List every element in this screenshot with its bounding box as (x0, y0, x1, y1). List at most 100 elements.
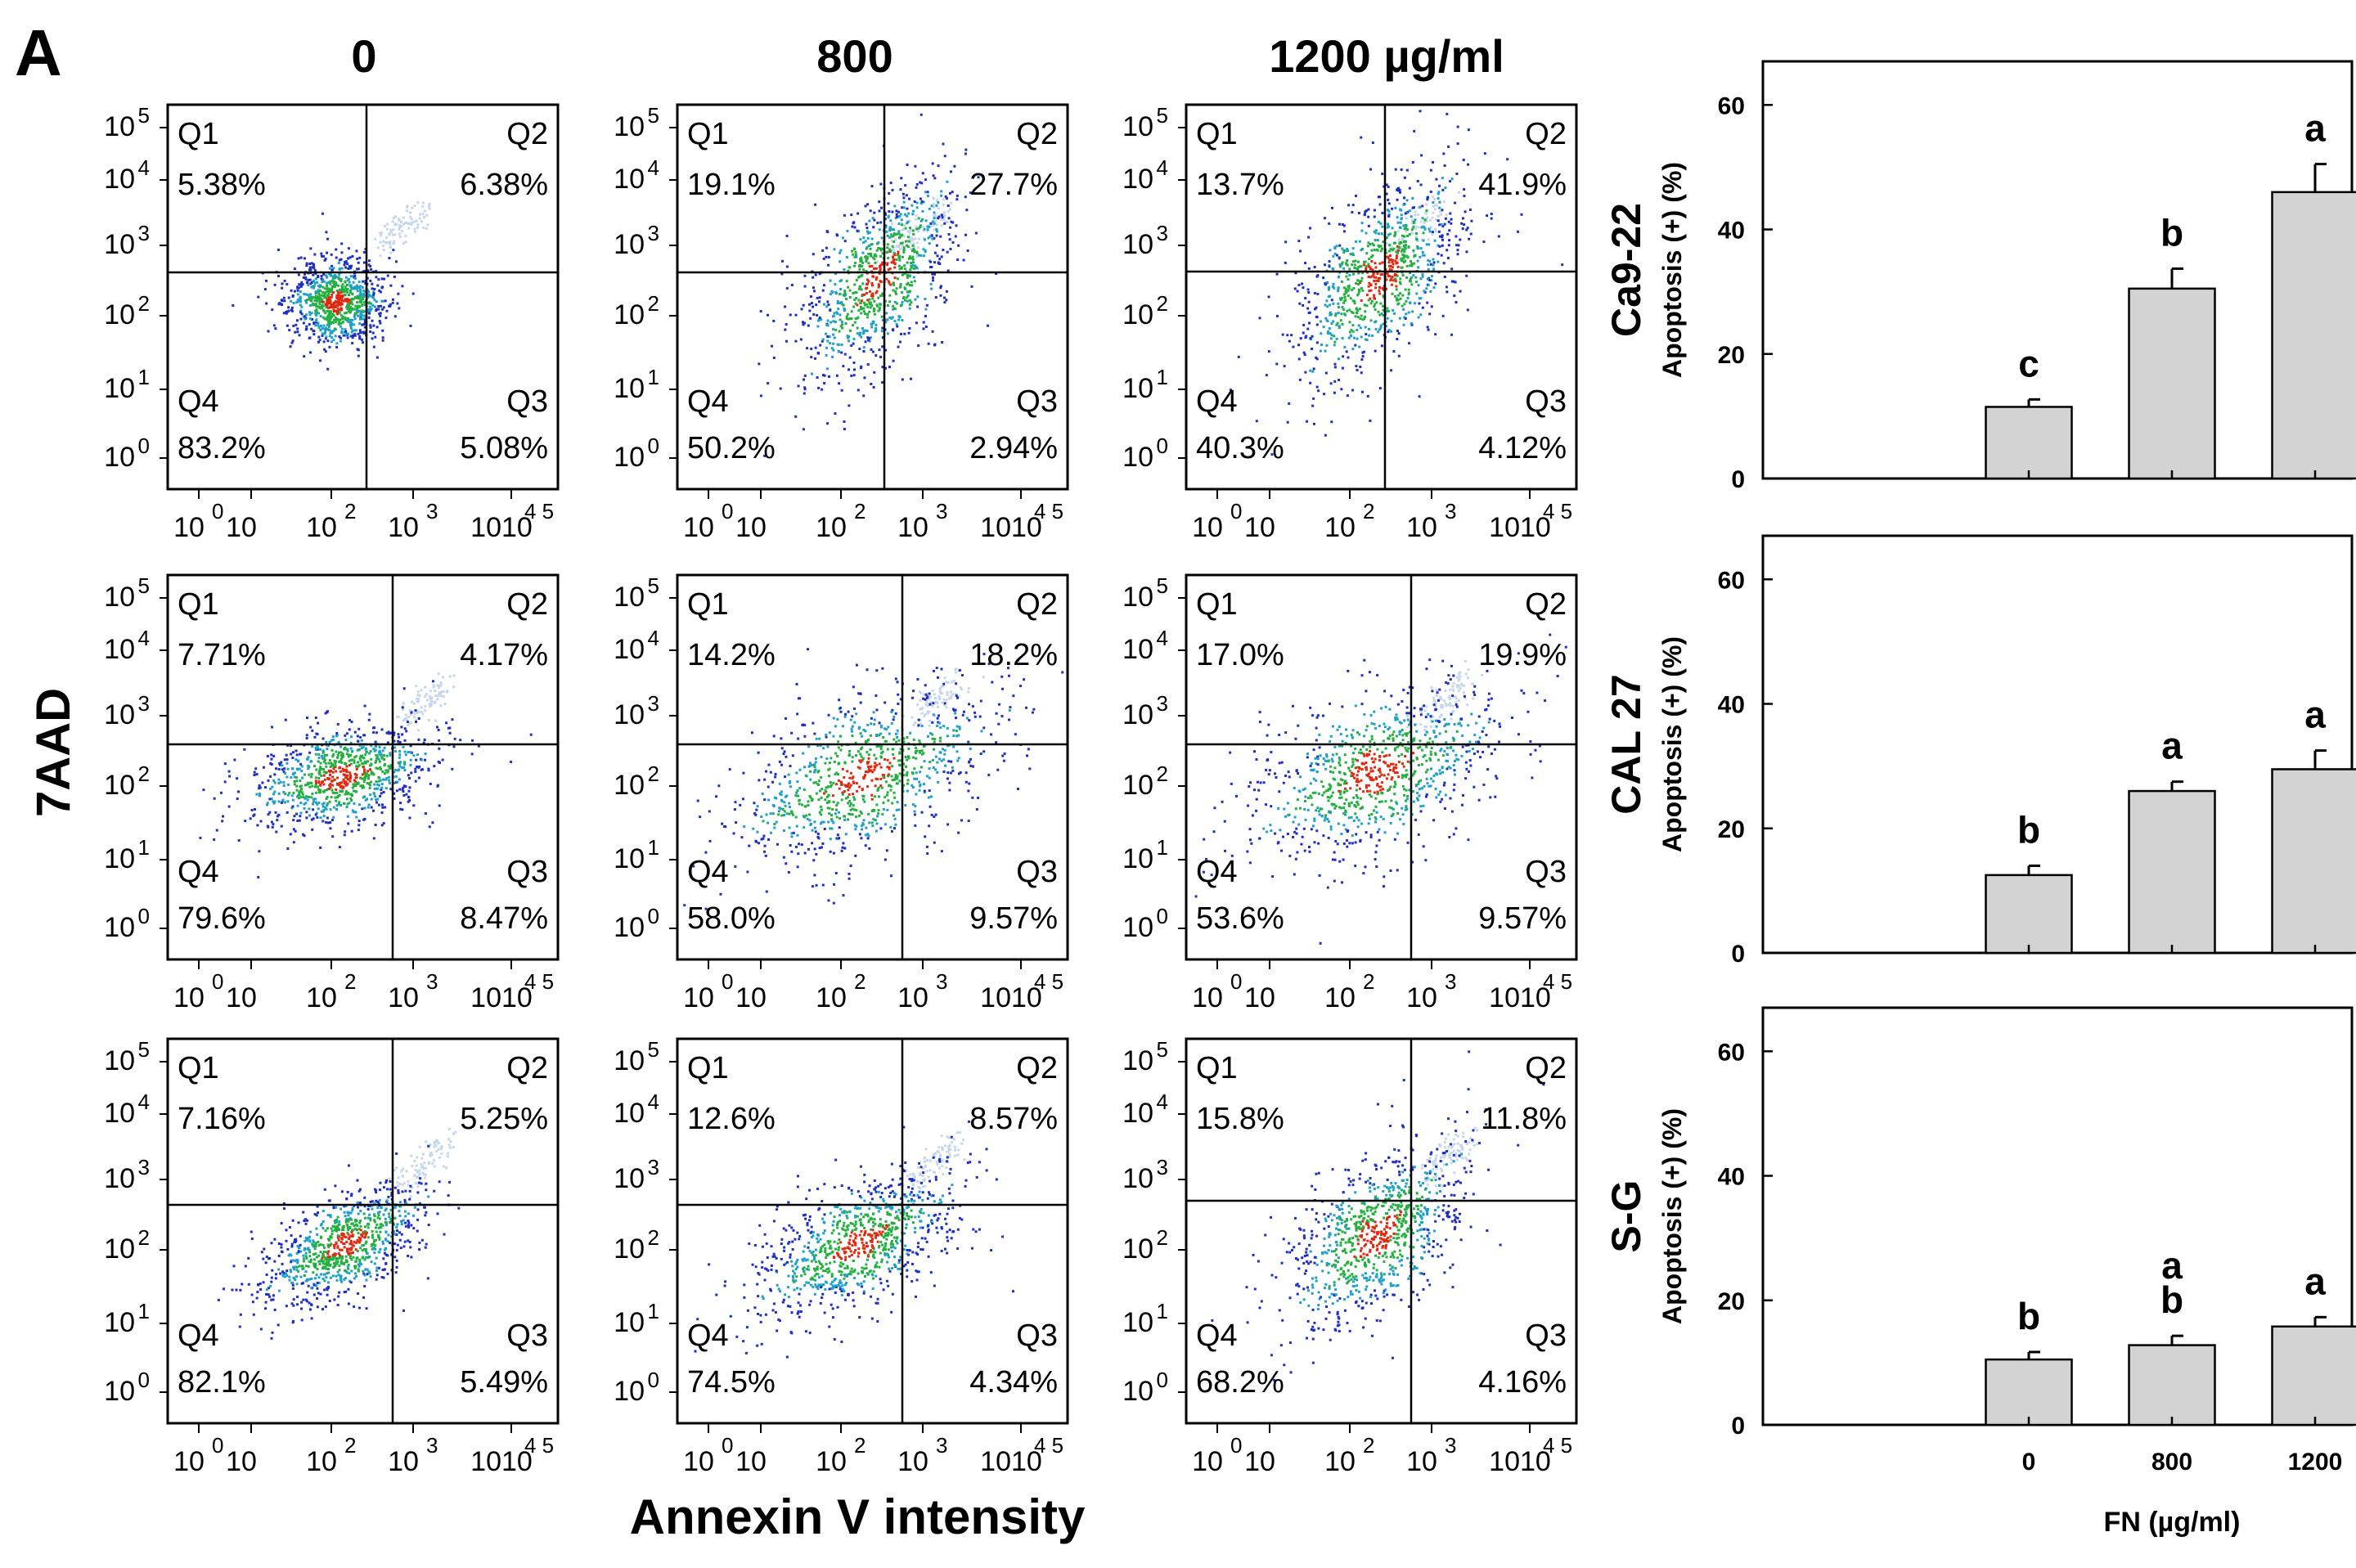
quadrant-q2-label: Q2 (506, 1051, 548, 1085)
y-tick-exp: 1 (138, 835, 150, 860)
bar-chart-cal-27: 0 20 40 60 Apoptosis (+) (%) CAL 27 b a a (1603, 534, 2356, 968)
quadrant-q2-value: 11.8% (1481, 1102, 1567, 1136)
quadrant-q3-value: 9.57% (1478, 901, 1567, 936)
y-tick-base: 10 (614, 770, 645, 801)
y-tick-exp: 0 (138, 1368, 150, 1392)
y-tick-exp: 2 (1157, 762, 1168, 786)
quadrant-q2-label: Q2 (1525, 117, 1567, 151)
significance-letter: c (2018, 342, 2039, 384)
y-tick-exp: 4 (648, 155, 659, 180)
y-tick-base: 10 (104, 111, 135, 142)
y-tick-base: 10 (104, 634, 135, 665)
bar-1200 (2271, 768, 2356, 955)
x-tick-base: 10 (897, 1446, 928, 1477)
x-tick-exp: 3 (936, 1433, 947, 1458)
x-tick-exp: 2 (344, 969, 356, 994)
y-tick-base: 10 (104, 229, 135, 260)
bar-0 (1985, 874, 2073, 955)
y-tick-base: 10 (614, 634, 645, 665)
y-tick-label: 20 (1718, 816, 1745, 843)
scatter-cloud (1229, 110, 1564, 456)
scatter-cloud (199, 672, 533, 878)
y-tick-exp: 5 (138, 103, 150, 128)
quadrant-q2-value: 27.7% (969, 168, 1058, 202)
x-tick-base: 10 (897, 512, 928, 543)
y-axis-label: Apoptosis (+) (%) (1657, 1108, 1687, 1324)
y-tick-exp: 5 (648, 103, 659, 128)
scatter-cloud (1194, 633, 1567, 945)
x-tick-base: 10 (388, 982, 419, 1013)
y-tick-base: 10 (1122, 1376, 1153, 1407)
y-tick-exp: 5 (138, 1037, 150, 1062)
y-tick-base: 10 (104, 1163, 135, 1194)
y-tick-exp: 1 (1157, 365, 1168, 389)
y-tick-exp: 2 (138, 291, 150, 316)
quadrant-q4-value: 53.6% (1196, 901, 1284, 936)
scatter-cloud (758, 113, 998, 457)
quadrant-q1-value: 19.1% (687, 168, 776, 202)
x-tick-exp: 4 5 (1034, 969, 1063, 994)
quadrant-q1-value: 14.2% (687, 638, 776, 672)
y-tick-base: 10 (1122, 912, 1153, 943)
x-tick-base: 1010 (470, 512, 533, 543)
quadrant-q3-label: Q3 (1525, 855, 1567, 889)
quadrant-q2-label: Q2 (506, 587, 548, 622)
y-tick-base: 10 (1122, 1045, 1153, 1076)
y-tick-label: 0 (1731, 1413, 1745, 1440)
bar-800 (2128, 789, 2216, 955)
y-tick-exp: 4 (138, 626, 150, 650)
y-tick-base: 10 (614, 299, 645, 330)
y-tick-exp: 1 (1157, 1299, 1168, 1323)
quadrant-q4-label: Q4 (178, 1319, 219, 1353)
quadrant-q4-label: Q4 (178, 384, 219, 419)
quadrant-q1-label: Q1 (1196, 587, 1238, 622)
x-tick-base: 1010 (980, 982, 1042, 1013)
y-tick-base: 10 (614, 1163, 645, 1194)
scatter-cloud (232, 200, 431, 371)
x-tick-label: 0 (2022, 1449, 2036, 1476)
y-tick-exp: 3 (648, 221, 659, 245)
x-tick-exp: 3 (936, 499, 947, 523)
y-tick-base: 10 (1122, 699, 1153, 730)
y-tick-base: 10 (1122, 843, 1153, 874)
y-tick-base: 10 (104, 1376, 135, 1407)
quadrant-q4-value: 83.2% (178, 431, 266, 465)
plot-frame (166, 573, 560, 961)
x-tick-exp: 3 (426, 969, 438, 994)
plot-frame (166, 1037, 560, 1425)
x-tick-base: 10 (816, 1446, 847, 1477)
y-tick-exp: 3 (1157, 691, 1168, 716)
quadrant-q4-value: 79.6% (178, 901, 266, 936)
y-tick-exp: 5 (1157, 573, 1168, 598)
y-tick-base: 10 (104, 164, 135, 195)
significance-letter: b (2160, 211, 2183, 254)
y-tick-exp: 4 (648, 626, 659, 650)
x-tick-exp: 4 5 (524, 1433, 554, 1458)
quadrant-q2-label: Q2 (1016, 1051, 1058, 1085)
x-tick-exp: 4 5 (524, 499, 554, 523)
y-tick-exp: 2 (138, 1225, 150, 1250)
y-tick-label: 60 (1718, 567, 1745, 594)
y-tick-label: 0 (1731, 466, 1745, 493)
y-axis-label: Apoptosis (+) (%) (1657, 636, 1687, 852)
x-tick-exp: 4 5 (524, 969, 554, 994)
y-tick-base: 10 (104, 843, 135, 874)
y-tick-exp: 4 (1157, 626, 1168, 650)
y-tick-exp: 3 (1157, 221, 1168, 245)
y-tick-label: 20 (1718, 1288, 1745, 1315)
quadrant-q3-value: 5.49% (460, 1365, 548, 1400)
y-tick-exp: 0 (1157, 1368, 1168, 1392)
dose-header-1200: 1200 µg/ml (1269, 30, 1504, 82)
x-tick-base: 10 (226, 1446, 257, 1477)
y-tick-base: 10 (614, 373, 645, 404)
y-tick-exp: 4 (1157, 1090, 1168, 1114)
y-tick-exp: 1 (138, 365, 150, 389)
quadrant-q3-value: 8.47% (460, 901, 548, 936)
quadrant-q2-value: 41.9% (1478, 168, 1567, 202)
x-tick-exp: 2 (1363, 969, 1374, 994)
x-tick-exp: 4 5 (1543, 1433, 1572, 1458)
quadrant-q2-label: Q2 (506, 117, 548, 151)
y-tick-label: 20 (1718, 342, 1745, 369)
